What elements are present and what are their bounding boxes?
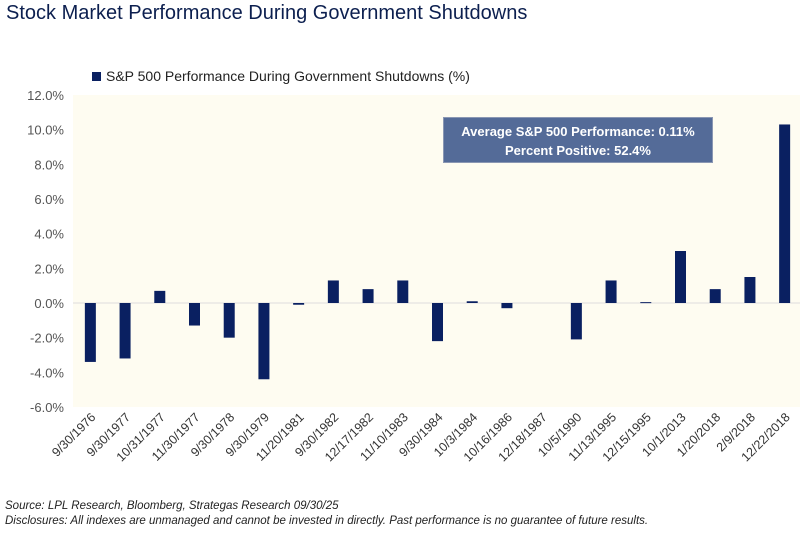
bar <box>432 303 443 342</box>
bar <box>119 303 131 359</box>
legend-swatch <box>92 71 101 81</box>
bar <box>293 303 305 305</box>
y-tick-label: 10.0% <box>27 123 64 138</box>
annotation-box: Average S&P 500 Performance: 0.11% Perce… <box>443 117 713 163</box>
bar <box>327 280 339 303</box>
y-tick-label: -4.0% <box>30 365 64 380</box>
bar <box>640 302 652 304</box>
y-tick-label: 2.0% <box>34 261 64 276</box>
annotation-average: Average S&P 500 Performance: 0.11% <box>461 124 695 139</box>
bar <box>744 277 756 303</box>
annotation-percent-positive: Percent Positive: 52.4% <box>505 143 651 158</box>
bar <box>779 124 791 303</box>
y-tick-label: 6.0% <box>34 192 64 207</box>
y-tick-label: 4.0% <box>34 227 64 242</box>
disclosure-note: Disclosures: All indexes are unmanaged a… <box>5 515 649 527</box>
bar <box>189 303 200 326</box>
bar <box>258 303 270 380</box>
bar <box>570 303 582 340</box>
y-tick-label: -6.0% <box>30 400 64 415</box>
legend: S&P 500 Performance During Government Sh… <box>92 68 470 84</box>
bar <box>466 301 478 303</box>
bar <box>675 251 686 303</box>
bar <box>709 289 721 303</box>
source-note: Source: LPL Research, Bloomberg, Strateg… <box>5 500 339 512</box>
y-tick-label: -2.0% <box>30 331 64 346</box>
bar <box>397 280 409 303</box>
legend-label: S&P 500 Performance During Government Sh… <box>106 68 470 84</box>
bar <box>84 303 96 362</box>
bar <box>154 290 166 303</box>
chart-title: Stock Market Performance During Governme… <box>6 2 528 24</box>
y-tick-label: 8.0% <box>34 157 64 172</box>
bar <box>605 280 617 303</box>
bar <box>362 289 374 303</box>
y-tick-label: 12.0% <box>27 88 64 103</box>
y-tick-label: 0.0% <box>34 296 64 311</box>
bar <box>223 303 235 338</box>
bar-chart: 12.0% 10.0% 8.0% 6.0% 4.0% 2.0% 0.0% -2.0% -4.0%… <box>27 88 800 464</box>
bar <box>501 303 513 309</box>
